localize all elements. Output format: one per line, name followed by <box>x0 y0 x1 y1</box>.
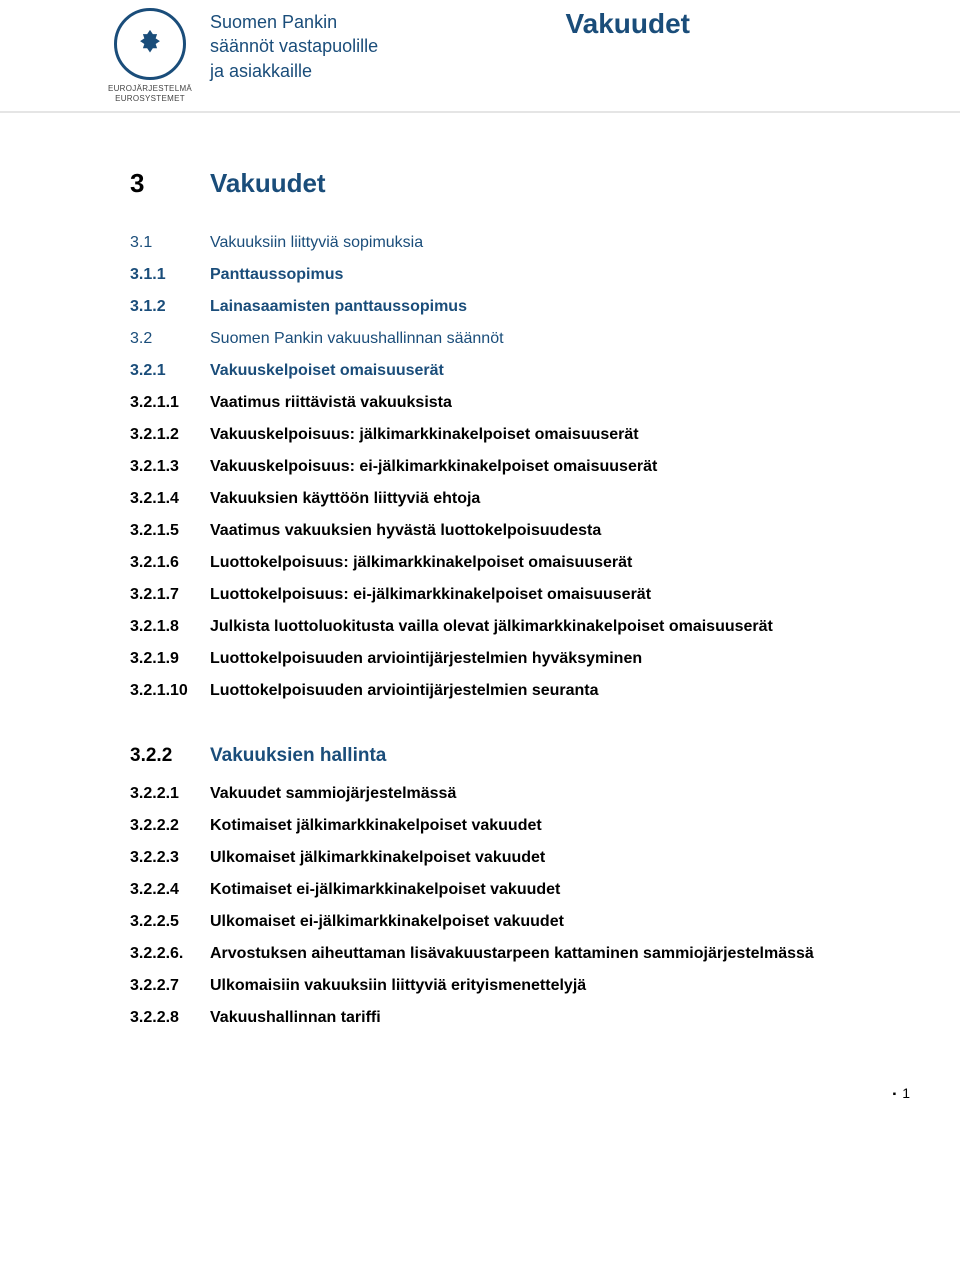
toc-entry-number: 3.2.2.3 <box>130 849 210 867</box>
chapter-number: 3 <box>130 168 210 199</box>
logo-subtext: EUROJÄRJESTELMÄ EUROSYSTEMET <box>108 84 192 103</box>
toc-entry[interactable]: 3.2.2.4Kotimaiset ei-jälkimarkkinakelpoi… <box>130 881 870 899</box>
toc-entry[interactable]: 3.2.1.5Vaatimus vakuuksien hyvästä luott… <box>130 522 870 540</box>
section-heading: 3.2.2 Vakuuksien hallinta <box>130 745 870 767</box>
toc-entry-number: 3.2.1.7 <box>130 586 210 604</box>
logo-block: EUROJÄRJESTELMÄ EUROSYSTEMET <box>110 8 190 103</box>
toc-entry-title: Vakuushallinnan tariffi <box>210 1009 381 1027</box>
toc-entry-number: 3.2.1.10 <box>130 682 210 700</box>
toc-entry-title: Luottokelpoisuus: jälkimarkkinakelpoiset… <box>210 554 632 572</box>
content-area: 3 Vakuudet 3.1Vakuuksiin liittyviä sopim… <box>0 113 960 1071</box>
toc-entry-title: Vakuuskelpoiset omaisuuserät <box>210 362 444 380</box>
toc-entry-number: 3.2.1 <box>130 362 210 380</box>
toc-entry-number: 3.2.2.2 <box>130 817 210 835</box>
toc-entry[interactable]: 3.2.1.3Vakuuskelpoisuus: ei-jälkimarkkin… <box>130 458 870 476</box>
toc-entry-number: 3.1 <box>130 234 210 252</box>
toc-entry-title: Ulkomaiset ei-jälkimarkkinakelpoiset vak… <box>210 913 564 931</box>
toc-entry-number: 3.2.1.3 <box>130 458 210 476</box>
toc-entry-title: Arvostuksen aiheuttaman lisävakuustarpee… <box>210 945 814 963</box>
toc-entry[interactable]: 3.2.1.1Vaatimus riittävistä vakuuksista <box>130 394 870 412</box>
page-header: EUROJÄRJESTELMÄ EUROSYSTEMET Suomen Pank… <box>0 0 960 113</box>
toc-entry-number: 3.2.1.5 <box>130 522 210 540</box>
toc-entry-title: Luottokelpoisuuden arviointijärjestelmie… <box>210 650 642 668</box>
toc-entry-title: Vaatimus vakuuksien hyvästä luottokelpoi… <box>210 522 601 540</box>
toc-entry[interactable]: 3.1Vakuuksiin liittyviä sopimuksia <box>130 234 870 252</box>
page-footer: 1 <box>0 1071 960 1111</box>
toc-entry[interactable]: 3.2.2.7Ulkomaisiin vakuuksiin liittyviä … <box>130 977 870 995</box>
toc-entry-title: Vakuuksien käyttöön liittyviä ehtoja <box>210 490 480 508</box>
toc-entry[interactable]: 3.2.2.1Vakuudet sammiojärjestelmässä <box>130 785 870 803</box>
toc-entry-number: 3.2.2.1 <box>130 785 210 803</box>
section-title: Vakuuksien hallinta <box>210 745 386 767</box>
toc-entry-number: 3.1.1 <box>130 266 210 284</box>
toc-entry-number: 3.2.2.7 <box>130 977 210 995</box>
toc-entry-number: 3.2.1.4 <box>130 490 210 508</box>
toc-entry[interactable]: 3.2Suomen Pankin vakuushallinnan säännöt <box>130 330 870 348</box>
toc-entry-number: 3.2.2.6. <box>130 945 210 963</box>
chapter-title: Vakuudet <box>210 168 326 199</box>
toc-entry-number: 3.2.1.6 <box>130 554 210 572</box>
toc-entry-title: Luottokelpoisuuden arviointijärjestelmie… <box>210 682 599 700</box>
toc-entry-title: Kotimaiset ei-jälkimarkkinakelpoiset vak… <box>210 881 560 899</box>
page-number: 1 <box>893 1085 910 1101</box>
section-number: 3.2.2 <box>130 745 210 767</box>
toc-entry-number: 3.2.1.2 <box>130 426 210 444</box>
toc-entry-number: 3.2.2.5 <box>130 913 210 931</box>
toc-entry-title: Suomen Pankin vakuushallinnan säännöt <box>210 330 504 348</box>
toc-entry[interactable]: 3.2.1.8Julkista luottoluokitusta vailla … <box>130 618 870 636</box>
toc-entry-number: 3.1.2 <box>130 298 210 316</box>
chapter-heading: 3 Vakuudet <box>130 168 870 199</box>
toc-entry-title: Vakuuksiin liittyviä sopimuksia <box>210 234 423 252</box>
toc-entry-number: 3.2.1.8 <box>130 618 210 636</box>
toc-entry-title: Vaatimus riittävistä vakuuksista <box>210 394 452 412</box>
toc-entry-number: 3.2 <box>130 330 210 348</box>
toc-entry[interactable]: 3.1.1Panttaussopimus <box>130 266 870 284</box>
toc-entry[interactable]: 3.2.1.9Luottokelpoisuuden arviointijärje… <box>130 650 870 668</box>
toc-entry-title: Vakuuskelpoisuus: jälkimarkkinakelpoiset… <box>210 426 639 444</box>
toc-entry[interactable]: 3.2.2.2Kotimaiset jälkimarkkinakelpoiset… <box>130 817 870 835</box>
toc-entry-title: Julkista luottoluokitusta vailla olevat … <box>210 618 773 636</box>
toc-entry-number: 3.2.2.8 <box>130 1009 210 1027</box>
toc-entry-title: Vakuudet sammiojärjestelmässä <box>210 785 456 803</box>
toc-entry[interactable]: 3.2.2.3Ulkomaiset jälkimarkkinakelpoiset… <box>130 849 870 867</box>
toc-entry-title: Panttaussopimus <box>210 266 343 284</box>
toc-group-2: 3.2.2.1Vakuudet sammiojärjestelmässä3.2.… <box>130 785 870 1027</box>
toc-entry[interactable]: 3.2.2.8Vakuushallinnan tariffi <box>130 1009 870 1027</box>
toc-entry-number: 3.2.1.1 <box>130 394 210 412</box>
toc-entry[interactable]: 3.2.1.6Luottokelpoisuus: jälkimarkkinake… <box>130 554 870 572</box>
toc-entry[interactable]: 3.1.2Lainasaamisten panttaussopimus <box>130 298 870 316</box>
toc-entry[interactable]: 3.2.1Vakuuskelpoiset omaisuuserät <box>130 362 870 380</box>
toc-entry[interactable]: 3.2.1.2Vakuuskelpoisuus: jälkimarkkinake… <box>130 426 870 444</box>
toc-entry-title: Ulkomaiset jälkimarkkinakelpoiset vakuud… <box>210 849 545 867</box>
header-doc-title: Vakuudet <box>566 8 690 40</box>
toc-entry-title: Kotimaiset jälkimarkkinakelpoiset vakuud… <box>210 817 542 835</box>
toc-entry[interactable]: 3.2.1.7Luottokelpoisuus: ei-jälkimarkkin… <box>130 586 870 604</box>
toc-group-1: 3.1Vakuuksiin liittyviä sopimuksia3.1.1P… <box>130 234 870 700</box>
toc-entry-title: Ulkomaisiin vakuuksiin liittyviä erityis… <box>210 977 586 995</box>
toc-entry[interactable]: 3.2.2.5Ulkomaiset ei-jälkimarkkinakelpoi… <box>130 913 870 931</box>
toc-entry-number: 3.2.2.4 <box>130 881 210 899</box>
toc-entry-number: 3.2.1.9 <box>130 650 210 668</box>
toc-entry-title: Luottokelpoisuus: ei-jälkimarkkinakelpoi… <box>210 586 651 604</box>
toc-entry[interactable]: 3.2.1.4Vakuuksien käyttöön liittyviä eht… <box>130 490 870 508</box>
toc-entry-title: Lainasaamisten panttaussopimus <box>210 298 467 316</box>
toc-entry[interactable]: 3.2.1.10Luottokelpoisuuden arviointijärj… <box>130 682 870 700</box>
toc-entry-title: Vakuuskelpoisuus: ei-jälkimarkkinakelpoi… <box>210 458 657 476</box>
header-org-name: Suomen Pankin säännöt vastapuolille ja a… <box>210 8 378 83</box>
bank-seal-icon <box>114 8 186 80</box>
toc-entry[interactable]: 3.2.2.6.Arvostuksen aiheuttaman lisävaku… <box>130 945 870 963</box>
